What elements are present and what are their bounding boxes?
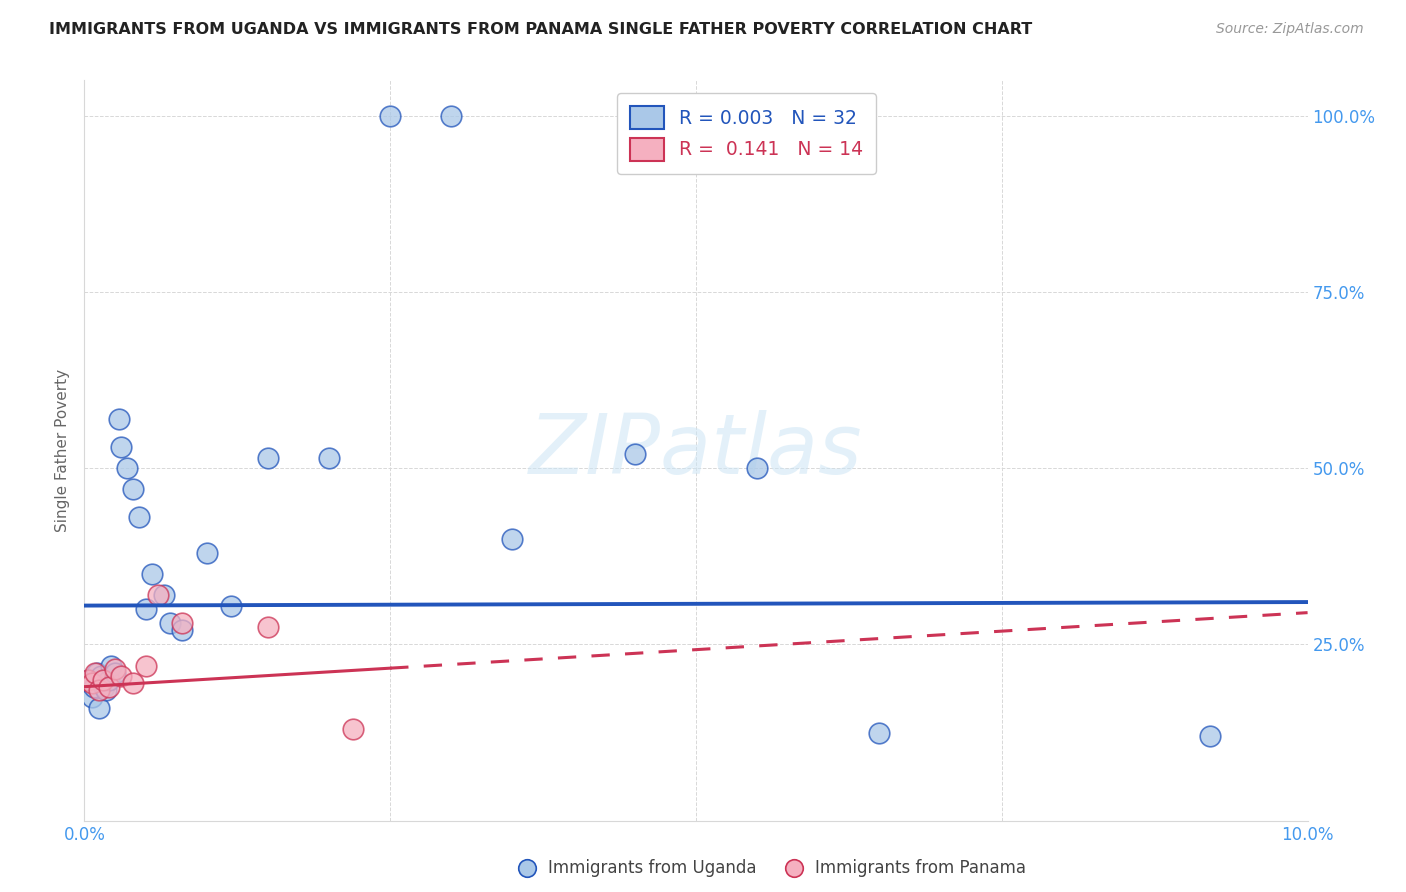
Point <box>440 109 463 123</box>
Point <box>110 669 132 683</box>
Point <box>128 510 150 524</box>
Text: Immigrants from Uganda: Immigrants from Uganda <box>548 859 756 877</box>
Point <box>84 665 107 680</box>
Point <box>77 673 100 687</box>
Point <box>153 588 176 602</box>
Point <box>172 616 194 631</box>
Text: ZIPatlas: ZIPatlas <box>529 410 863 491</box>
Point <box>80 690 103 705</box>
Point <box>869 725 891 739</box>
Point <box>747 461 769 475</box>
Point <box>195 546 218 560</box>
Point <box>219 599 242 613</box>
Point <box>135 602 157 616</box>
Point <box>624 447 647 461</box>
Point <box>257 620 280 634</box>
Point <box>172 624 194 638</box>
Point <box>122 676 145 690</box>
Point <box>96 683 118 698</box>
Point <box>83 680 105 694</box>
Point <box>516 861 538 875</box>
Point <box>1198 729 1220 743</box>
Point <box>93 680 115 694</box>
Point <box>97 673 120 687</box>
Point <box>80 676 103 690</box>
Point <box>97 680 120 694</box>
Point <box>90 669 112 683</box>
Text: Source: ZipAtlas.com: Source: ZipAtlas.com <box>1216 22 1364 37</box>
Point <box>115 461 138 475</box>
Point <box>257 450 280 465</box>
Legend: R = 0.003   N = 32, R =  0.141   N = 14: R = 0.003 N = 32, R = 0.141 N = 14 <box>617 94 876 174</box>
Point <box>141 566 163 581</box>
Point <box>104 662 127 676</box>
Point <box>318 450 340 465</box>
Text: Immigrants from Panama: Immigrants from Panama <box>815 859 1026 877</box>
Point <box>122 482 145 496</box>
Point <box>86 665 108 680</box>
Point <box>110 440 132 454</box>
Y-axis label: Single Father Poverty: Single Father Poverty <box>55 369 70 532</box>
Point <box>783 861 806 875</box>
Point <box>77 673 100 687</box>
Point <box>87 701 110 715</box>
Point <box>87 683 110 698</box>
Point <box>146 588 169 602</box>
Point <box>135 658 157 673</box>
Point <box>380 109 402 123</box>
Point <box>502 532 524 546</box>
Point <box>104 665 127 680</box>
Point <box>100 658 122 673</box>
Point <box>91 673 114 687</box>
Text: IMMIGRANTS FROM UGANDA VS IMMIGRANTS FROM PANAMA SINGLE FATHER POVERTY CORRELATI: IMMIGRANTS FROM UGANDA VS IMMIGRANTS FRO… <box>49 22 1032 37</box>
Point <box>107 411 129 425</box>
Point <box>342 722 364 736</box>
Point <box>159 616 181 631</box>
